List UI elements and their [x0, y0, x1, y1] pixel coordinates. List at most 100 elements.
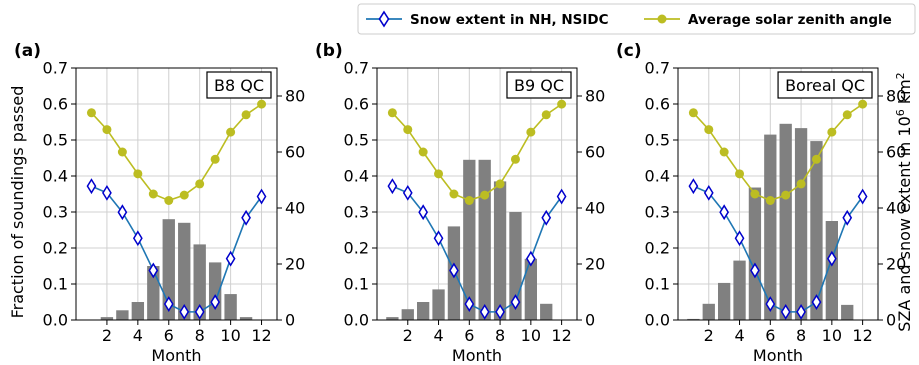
snow-extent-point [842, 209, 853, 226]
y2-tick-label: 60 [285, 143, 305, 162]
bar [147, 266, 160, 320]
snow-extent-point [210, 294, 221, 311]
y-tick-label: 0.1 [344, 275, 369, 294]
snow-extent-point [163, 296, 174, 312]
y-tick-label: 0.7 [344, 59, 369, 78]
bar [131, 302, 145, 320]
panel-label: (c) [616, 41, 642, 61]
snow-extent-point [194, 303, 205, 320]
y-tick-label: 0.4 [645, 167, 670, 186]
y-tick-label: 0.1 [43, 275, 68, 294]
snow-extent-point [402, 184, 413, 201]
y-tick-label: 0.2 [43, 239, 68, 258]
y-tick-label: 0.2 [344, 239, 369, 258]
x-tick-label: 8 [796, 326, 806, 345]
sza-series [688, 99, 868, 205]
sza-point [117, 147, 127, 157]
sza-point [735, 169, 745, 179]
x-tick-label: 8 [195, 326, 205, 345]
y2-tick-label: 60 [585, 143, 605, 162]
y-tick-label: 0.3 [645, 203, 670, 222]
panel-c: 2 4 6 8 10 12 0.0 0.1 0.2 0.3 0.4 0.5 0.6 0.7 0 20 40 60 8… [616, 41, 906, 365]
snow-extent-point [179, 303, 190, 320]
y-tick-label: 0.2 [645, 239, 670, 258]
y2-ticks: 0 20 40 60 80 [277, 87, 305, 330]
sza-point [688, 108, 698, 118]
bar [493, 181, 507, 320]
bar [417, 302, 430, 320]
bars [386, 159, 553, 320]
axes-frame [376, 67, 578, 321]
y2-tick-label: 80 [285, 87, 305, 106]
bar [825, 221, 838, 320]
snow-extent-point [479, 303, 490, 320]
snow-extent-point [556, 188, 567, 205]
snow-extent-point [780, 303, 791, 320]
sza-point [827, 127, 837, 137]
sza-point [434, 169, 444, 179]
y2-tick-label: 80 [886, 87, 906, 106]
sza-point [403, 125, 413, 135]
snow-extent-point [765, 296, 776, 312]
sza-point [226, 127, 236, 137]
sza-point [210, 154, 220, 164]
y-tick-label: 0.4 [43, 167, 68, 186]
snow-extent-point [225, 250, 236, 267]
panel-a: 2 4 6 8 10 12 0.0 0.1 0.2 0.3 0.4 0.5 0.6 0.7 0 20 40 60 8… [14, 41, 305, 365]
snow-extent-point [495, 303, 505, 320]
legend-sza-label: Average solar zenith angle [688, 12, 892, 28]
y-tick-label: 0.6 [645, 95, 670, 114]
y2-tick-label: 40 [886, 199, 906, 218]
sza-point [781, 190, 791, 200]
x-ticks: 2 4 6 8 10 12 [102, 320, 272, 345]
snow-extent-point [541, 209, 552, 226]
bar [224, 294, 237, 320]
snow-extent-point [148, 262, 159, 279]
panel-label: (a) [14, 41, 41, 61]
snow-extent-line [91, 185, 263, 313]
y-ticks: 0.0 0.1 0.2 0.3 0.4 0.5 0.6 0.7 [43, 59, 76, 330]
sza-point [418, 147, 428, 157]
snow-extent-point [449, 262, 459, 279]
snow-extent-series [688, 178, 868, 320]
right-y-axis-label: SZA and snow extent in 106 km2 [894, 72, 914, 331]
y-tick-label: 0.5 [645, 131, 670, 150]
sza-point [765, 195, 775, 205]
snow-extent-point [132, 230, 143, 247]
y2-ticks: 0 20 40 60 80 [577, 87, 605, 330]
sza-point [858, 99, 868, 109]
snow-extent-point [418, 204, 429, 221]
sza-point [842, 110, 852, 120]
x-tick-label: 4 [734, 326, 744, 345]
bar [386, 317, 399, 320]
bar [162, 219, 175, 320]
sza-point [464, 195, 474, 205]
legend: Snow extent in NH, NSIDC Average solar z… [357, 3, 916, 35]
qc-label-box: Boreal QC [777, 71, 873, 99]
bars [687, 123, 854, 320]
sza-point [387, 108, 397, 118]
sza-point [86, 108, 96, 118]
x-tick-label: 12 [852, 326, 872, 345]
bar [432, 289, 445, 320]
sza-point [148, 189, 158, 199]
bar [702, 303, 715, 320]
legend-snow-label: Snow extent in NH, NSIDC [410, 12, 609, 28]
snow-extent-point [86, 178, 97, 195]
y-tick-label: 0.4 [344, 167, 369, 186]
sza-point [179, 190, 189, 200]
sza-point [241, 110, 251, 120]
bar [401, 309, 414, 320]
x-tick-label: 12 [251, 326, 271, 345]
x-tick-label: 4 [433, 326, 443, 345]
bar [779, 123, 792, 320]
left-y-axis-label: Fraction of soundings passed [8, 86, 27, 319]
snow-extent-series [86, 178, 267, 320]
panel-b: 2 4 6 8 10 12 0.0 0.1 0.2 0.3 0.4 0.5 0.6 0.7 0 20 40 60 8… [315, 41, 605, 365]
bar [810, 141, 823, 320]
x-axis-label: Month [452, 346, 502, 365]
y2-tick-label: 0 [285, 311, 295, 330]
snow-extent-point [811, 294, 822, 311]
sza-point [133, 169, 143, 179]
